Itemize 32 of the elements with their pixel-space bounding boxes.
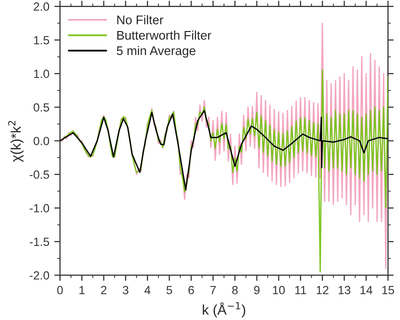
x-tick-label: 3 xyxy=(122,286,128,294)
y-tick-label: -2.0 xyxy=(30,271,50,280)
line-series xyxy=(60,70,388,272)
x-tick-label: 10 xyxy=(273,286,285,294)
x-axis-title: k (Å$^{−1}$) xyxy=(202,302,246,318)
x-tick-label: 11 xyxy=(295,286,306,294)
x-tick-label: 7 xyxy=(210,286,216,294)
x-tick-label: 0 xyxy=(57,286,63,294)
x-tick-label: 12 xyxy=(316,286,328,294)
legend-label: Butterworth Filter xyxy=(117,30,212,40)
y-tick-label: -1.5 xyxy=(30,238,50,246)
x-tick-label: 1 xyxy=(79,286,85,294)
x-tick-label: 5 xyxy=(166,286,172,294)
line-series xyxy=(60,110,388,190)
y-tick-label: 1.5 xyxy=(34,36,50,44)
y-tick-label: -1.0 xyxy=(30,204,50,212)
x-tick-label: 4 xyxy=(144,286,150,294)
y-tick-label: -0.5 xyxy=(30,170,50,179)
legend-label: 5 min Average xyxy=(116,46,196,58)
x-tick-label: 13 xyxy=(338,286,350,294)
x-tick-label: 2 xyxy=(101,286,106,294)
y-tick-label: 1.0 xyxy=(34,70,50,78)
x-tick-label: 9 xyxy=(254,286,260,294)
y-tick-label: 0.0 xyxy=(34,136,50,146)
y-tick-label: 0.5 xyxy=(34,103,50,112)
x-tick-label: 15 xyxy=(382,286,394,294)
x-tick-label: 14 xyxy=(360,286,372,294)
x-tick-label: 8 xyxy=(232,286,238,294)
legend-label: No Filter xyxy=(117,15,164,24)
y-axis-title: χ(k)*k$^{2}$ xyxy=(8,120,24,162)
x-tick-label: 6 xyxy=(188,286,194,294)
y-tick-label: 2.0 xyxy=(34,2,50,11)
